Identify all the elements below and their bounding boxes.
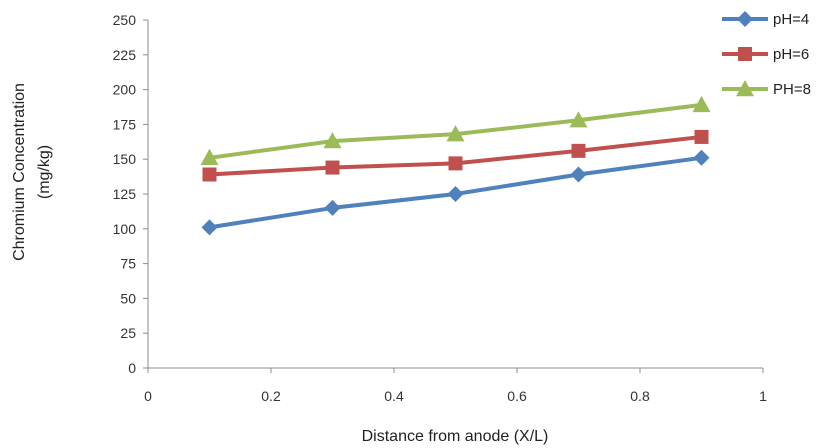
data-point <box>693 149 710 166</box>
data-point <box>571 143 586 158</box>
y-tick-label: 200 <box>113 82 137 98</box>
data-point <box>447 186 464 202</box>
y-tick-labels: 0 25 50 75 100 125 150 175 200 225 250 <box>113 12 137 376</box>
y-tick-label: 25 <box>120 325 136 341</box>
y-tick-label: 175 <box>113 116 137 132</box>
legend-item-2: pH=6 <box>722 46 809 63</box>
y-tick-label: 100 <box>113 221 137 237</box>
data-point <box>202 167 217 182</box>
series-group <box>200 95 711 236</box>
data-point <box>325 160 340 175</box>
y-axis-title: Chromium Concentration (mg/kg) <box>11 83 53 261</box>
x-tick-label: 0.8 <box>630 388 650 404</box>
data-point <box>692 95 711 113</box>
x-axis-title: Distance from anode (X/L) <box>362 428 549 445</box>
legend-label: pH=4 <box>773 11 809 28</box>
legend-marker <box>738 47 752 61</box>
series-2 <box>202 129 709 182</box>
legend-label: PH=8 <box>773 81 811 98</box>
legend: pH=4 pH=6 PH=8 <box>722 11 811 98</box>
data-point <box>569 111 588 128</box>
legend-marker <box>736 80 754 97</box>
y-axis-title-line-1: Chromium Concentration <box>11 83 28 261</box>
x-tick-label: 0.4 <box>384 388 404 404</box>
series-1 <box>201 149 710 236</box>
y-tick-label: 0 <box>128 360 136 376</box>
series-3 <box>200 95 711 166</box>
data-point <box>324 199 341 216</box>
y-axis-title-line-2: (mg/kg) <box>36 145 53 199</box>
data-point <box>201 219 218 236</box>
data-point <box>570 166 587 183</box>
data-point <box>323 132 342 149</box>
legend-label: pH=6 <box>773 46 809 63</box>
x-tick-label: 0.6 <box>507 388 527 404</box>
y-tick-label: 125 <box>113 186 137 202</box>
y-tick-label: 50 <box>120 290 136 306</box>
x-tick-label: 0.2 <box>261 388 281 404</box>
y-tick-label: 225 <box>113 47 137 63</box>
data-point <box>446 125 465 142</box>
data-point <box>200 148 219 166</box>
x-tick-labels: 0 0.2 0.4 0.6 0.8 1 <box>144 388 767 404</box>
data-point <box>448 156 463 171</box>
y-tick-label: 75 <box>120 256 136 272</box>
x-tick-label: 1 <box>759 388 767 404</box>
data-point <box>694 129 709 144</box>
legend-item-1: pH=4 <box>722 11 809 28</box>
x-tick-label: 0 <box>144 388 152 404</box>
legend-item-3: PH=8 <box>722 80 811 98</box>
legend-marker <box>737 11 753 27</box>
y-tick-label: 150 <box>113 151 137 167</box>
y-tick-label: 250 <box>113 12 137 28</box>
chart-axes <box>143 19 764 373</box>
